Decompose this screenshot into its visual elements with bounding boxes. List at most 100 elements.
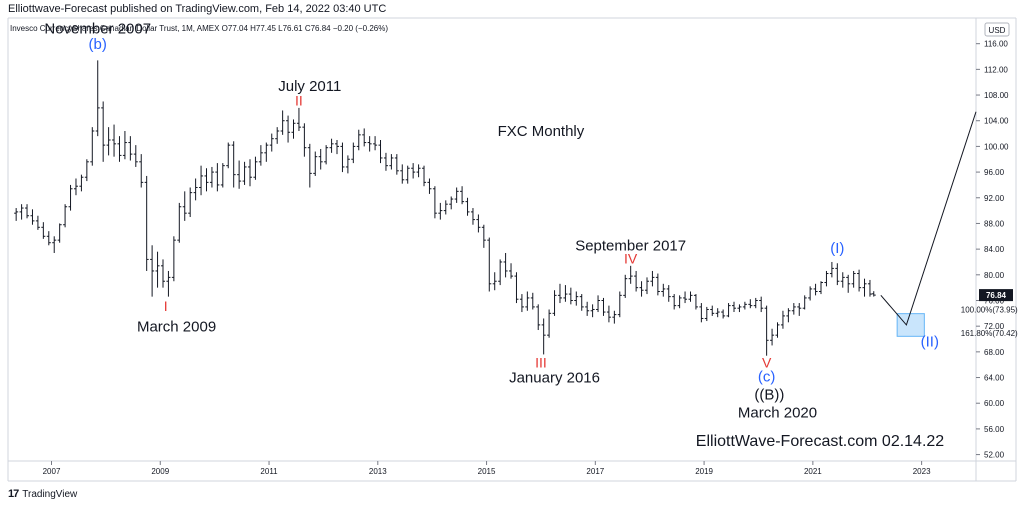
ohlc-bar [574, 291, 579, 306]
ohlc-bar [628, 265, 633, 284]
y-tick-label: 68.00 [984, 348, 1005, 357]
ohlc-bar [150, 245, 155, 297]
ohlc-bar [470, 208, 475, 225]
ohlc-bar [204, 168, 209, 192]
ohlc-bar [732, 301, 736, 313]
ohlc-bar [73, 178, 78, 196]
ohlc-bar [237, 160, 242, 189]
ohlc-bar [617, 291, 622, 318]
y-tick-label: 80.00 [984, 271, 1005, 280]
ohlc-bar [726, 303, 731, 318]
ohlc-bar [688, 291, 693, 302]
ohlc-bar [857, 269, 862, 292]
last-price-value: 76.84 [986, 291, 1007, 300]
ohlc-bar [590, 304, 595, 318]
ohlc-bar [335, 139, 340, 155]
ohlc-bar [634, 270, 639, 292]
ohlc-bar [813, 283, 818, 296]
ohlc-bar [296, 107, 301, 131]
x-tick-label: 2021 [804, 467, 822, 476]
ohlc-bar [182, 191, 187, 221]
ohlc-bar [552, 290, 557, 316]
ohlc-bar [871, 291, 876, 297]
ohlc-bar [862, 278, 867, 297]
ohlc-bar [220, 163, 225, 188]
ohlc-bar [128, 136, 133, 161]
y-tick-label: 112.00 [984, 65, 1008, 74]
y-tick-label: 60.00 [984, 399, 1005, 408]
annotation-label: II [295, 92, 303, 108]
ohlc-bar [394, 154, 399, 175]
ohlc-bar [683, 291, 688, 304]
ohlc-bar [851, 270, 856, 288]
annotation-label: September 2017 [575, 237, 686, 254]
currency-badge[interactable]: USD [984, 22, 1010, 37]
ohlc-bar [193, 178, 198, 201]
x-tick-label: 2007 [43, 467, 61, 476]
y-tick-label: 84.00 [984, 245, 1005, 254]
ohlc-bar [606, 305, 611, 323]
x-tick-label: 2019 [695, 467, 713, 476]
ohlc-bar [710, 305, 715, 316]
projection-path [880, 111, 977, 326]
ohlc-bar [400, 164, 405, 184]
ohlc-bar [460, 186, 465, 205]
ohlc-bar [764, 305, 769, 356]
ohlc-bar [248, 159, 252, 187]
ohlc-bar [824, 270, 829, 287]
ohlc-bar [568, 287, 573, 305]
ohlc-bar [677, 295, 682, 309]
ohlc-bar [19, 204, 24, 220]
ohlc-bar [199, 165, 204, 196]
ohlc-bar [650, 270, 655, 287]
ohlc-bar [449, 196, 454, 210]
ohlc-bar [318, 148, 323, 170]
ohlc-bar [351, 142, 356, 164]
ohlc-bar [481, 224, 486, 248]
x-tick-label: 2013 [369, 467, 387, 476]
ohlc-bar [846, 274, 851, 293]
ohlc-bar [101, 101, 106, 162]
ohlc-bar [454, 187, 459, 203]
tradingview-logo-icon: 17 [8, 488, 19, 500]
x-tick-label: 2023 [913, 467, 931, 476]
ohlc-bar [721, 309, 726, 319]
ohlc-bar [188, 187, 193, 218]
ohlc-bar [90, 127, 95, 166]
tradingview-brand[interactable]: 17 TradingView [8, 488, 77, 500]
ohlc-bar [693, 294, 698, 310]
ohlc-bar [122, 130, 127, 160]
ohlc-bar [443, 200, 448, 215]
ohlc-bar [432, 186, 437, 219]
ohlc-bar [775, 322, 780, 338]
ohlc-bar [324, 145, 329, 165]
ohlc-bar [666, 285, 671, 302]
ohlc-bar [791, 303, 796, 315]
ohlc-bar [585, 301, 590, 316]
y-tick-label: 72.00 [984, 322, 1005, 331]
ohlc-bar [46, 231, 51, 246]
ohlc-bar [563, 285, 568, 302]
ohlc-bar [286, 115, 291, 143]
ohlc-bar [253, 156, 258, 180]
ohlc-bar [715, 308, 720, 318]
annotation-label: 100.00%(73.95) [961, 306, 1018, 315]
annotation-label: July 2011 [278, 78, 341, 95]
ohlc-bar [759, 296, 764, 313]
projection-line [880, 111, 977, 326]
x-tick-label: 2017 [586, 467, 604, 476]
ohlc-bar [416, 164, 421, 178]
ohlc-bar [503, 252, 508, 278]
ohlc-bar [160, 259, 165, 288]
ohlc-bar [557, 283, 562, 304]
annotation-label: (II) [921, 334, 939, 351]
ohlc-bar [644, 277, 649, 295]
ohlc-bar [672, 294, 677, 310]
ohlc-bar [177, 202, 182, 243]
ohlc-bar [427, 178, 432, 194]
annotation-label: ((B)) [754, 386, 784, 403]
ohlc-bar [133, 145, 138, 167]
ohlc-bar [525, 291, 530, 311]
ohlc-bar [797, 303, 802, 316]
